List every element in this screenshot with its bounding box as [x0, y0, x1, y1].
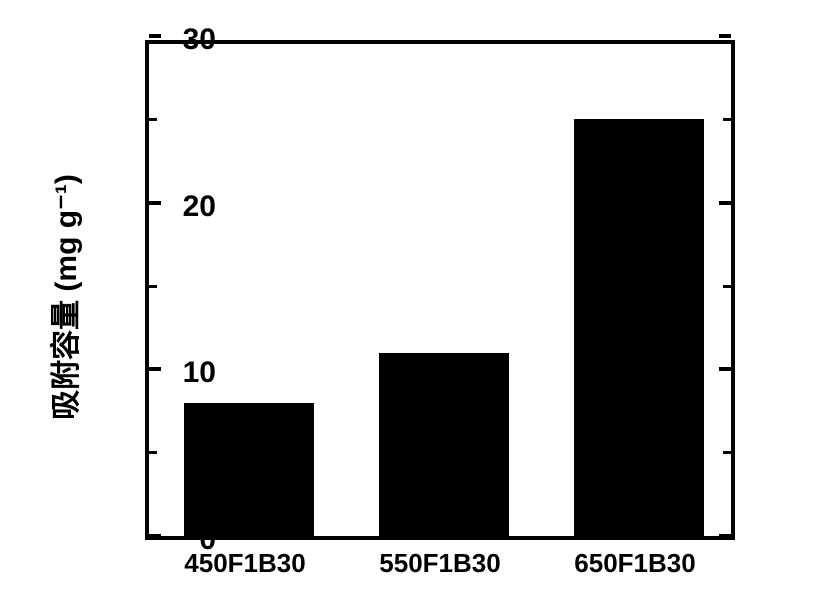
- y-tick-major: [719, 34, 731, 38]
- bar-3: [574, 119, 704, 536]
- y-tick-minor-right: [149, 451, 157, 454]
- x-tick-label: 450F1B30: [184, 548, 305, 579]
- y-tick-minor-right: [149, 118, 157, 121]
- bar-1: [184, 403, 314, 536]
- y-axis-title: 吸附容量 (mg g⁻¹): [41, 174, 85, 420]
- x-tick-label: 650F1B30: [574, 548, 695, 579]
- y-tick-major-right: [149, 534, 161, 538]
- y-tick-major-right: [149, 34, 161, 38]
- y-tick-major-right: [149, 367, 161, 371]
- plot-area: [145, 40, 735, 540]
- y-tick-label: 30: [183, 23, 216, 57]
- chart-container: 0 10 20 30 450F1B30 550F1B30 650F1B30 吸附…: [0, 0, 816, 614]
- bar-2: [379, 353, 509, 536]
- x-tick-label: 550F1B30: [379, 548, 500, 579]
- y-tick-minor: [723, 285, 731, 288]
- y-tick-minor: [723, 451, 731, 454]
- y-tick-minor-right: [149, 285, 157, 288]
- y-tick-label: 20: [183, 190, 216, 224]
- y-tick-label: 10: [183, 356, 216, 390]
- y-tick-major: [719, 367, 731, 371]
- y-tick-major-right: [149, 201, 161, 205]
- y-tick-major: [719, 534, 731, 538]
- y-tick-minor: [723, 118, 731, 121]
- y-tick-major: [719, 201, 731, 205]
